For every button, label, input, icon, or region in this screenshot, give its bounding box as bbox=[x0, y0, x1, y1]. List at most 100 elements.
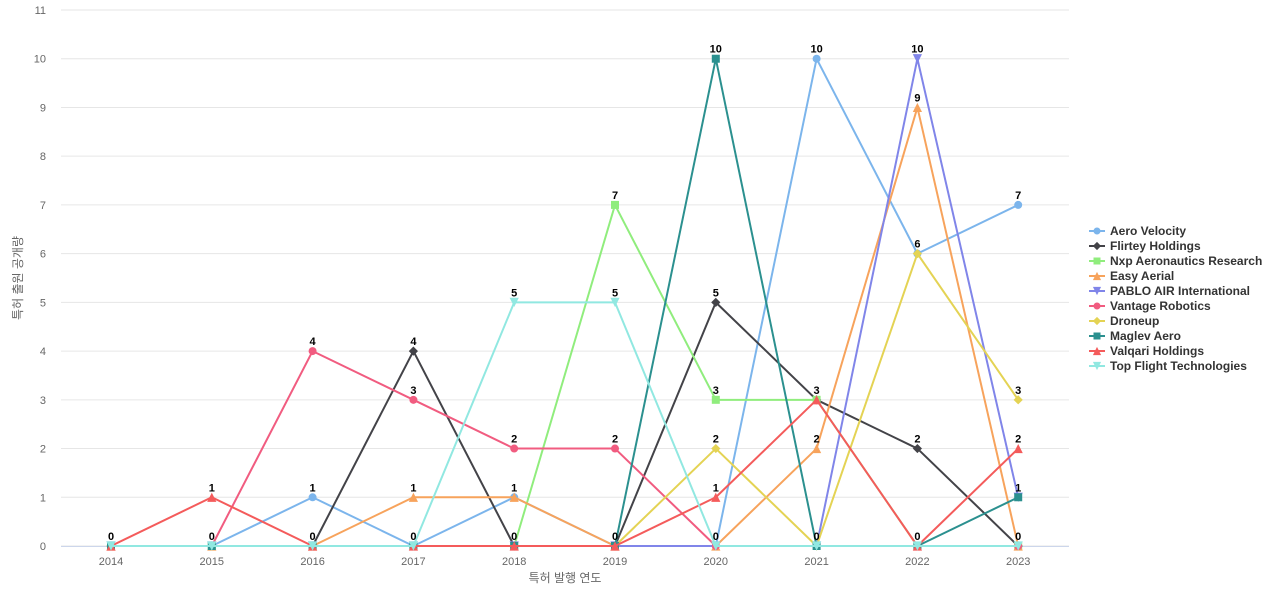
data-point bbox=[611, 444, 619, 453]
y-tick-label: 1 bbox=[40, 492, 46, 504]
series-line bbox=[110, 106, 1020, 547]
x-tick-label: 2021 bbox=[804, 556, 828, 568]
series-valqari-holdings bbox=[106, 395, 1023, 551]
legend-item-nxp-aeronautics-research[interactable]: Nxp Aeronautics Research bbox=[1089, 254, 1262, 268]
legend-label: Top Flight Technologies bbox=[1110, 359, 1247, 373]
legend-label: Valqari Holdings bbox=[1110, 344, 1204, 358]
data-point bbox=[912, 249, 922, 259]
legend-symbol bbox=[1092, 286, 1102, 296]
data-point bbox=[610, 541, 620, 551]
legend-symbol bbox=[1093, 332, 1101, 340]
legend-item-aero-velocity[interactable]: Aero Velocity bbox=[1089, 224, 1186, 238]
y-tick-label: 10 bbox=[34, 54, 46, 66]
data-label: 7 bbox=[612, 190, 618, 202]
data-point bbox=[912, 102, 922, 113]
y-tick-label: 6 bbox=[40, 249, 46, 261]
x-tick-label: 2014 bbox=[99, 556, 123, 568]
data-point bbox=[1013, 541, 1023, 551]
data-label: 3 bbox=[814, 385, 820, 397]
data-point bbox=[106, 541, 116, 551]
data-point bbox=[1013, 443, 1023, 454]
data-label: 10 bbox=[810, 44, 822, 56]
y-tick-label: 7 bbox=[40, 200, 46, 212]
x-axis-title: 특허 발행 연도 bbox=[529, 570, 602, 585]
x-tick-label: 2019 bbox=[603, 556, 627, 568]
legend-label: Nxp Aeronautics Research bbox=[1110, 254, 1262, 268]
legend-label: Aero Velocity bbox=[1110, 224, 1186, 238]
data-point bbox=[509, 492, 519, 502]
data-label: 1 bbox=[310, 482, 316, 494]
data-label: 1 bbox=[713, 482, 719, 494]
data-point bbox=[308, 347, 317, 356]
data-label: 3 bbox=[1015, 385, 1021, 397]
legend-symbol bbox=[1093, 227, 1101, 235]
data-point bbox=[408, 492, 418, 502]
data-label: 2 bbox=[612, 434, 618, 446]
legend-item-valqari-holdings[interactable]: Valqari Holdings bbox=[1089, 344, 1204, 358]
data-label: 0 bbox=[209, 531, 215, 543]
x-tick-label: 2015 bbox=[200, 556, 224, 568]
legend-symbol bbox=[1092, 271, 1102, 281]
data-label: 0 bbox=[108, 531, 114, 543]
data-point bbox=[308, 493, 317, 502]
legend-label: Flirtey Holdings bbox=[1110, 239, 1201, 253]
y-tick-label: 9 bbox=[40, 102, 46, 114]
data-point bbox=[408, 541, 418, 551]
data-label: 7 bbox=[1015, 190, 1021, 202]
y-tick-label: 0 bbox=[40, 541, 46, 553]
data-label: 5 bbox=[511, 287, 517, 299]
data-point bbox=[408, 346, 418, 356]
series-line bbox=[110, 398, 1020, 547]
data-point bbox=[812, 395, 822, 405]
data-label: 0 bbox=[914, 531, 920, 543]
x-tick-label: 2023 bbox=[1006, 556, 1030, 568]
data-point bbox=[711, 54, 720, 63]
legend-symbol bbox=[1092, 316, 1102, 326]
data-label: 2 bbox=[511, 434, 517, 446]
legend-item-flirtey-holdings[interactable]: Flirtey Holdings bbox=[1089, 239, 1201, 253]
data-label: 10 bbox=[911, 44, 923, 56]
data-label: 1 bbox=[1015, 482, 1021, 494]
data-label: 0 bbox=[1015, 531, 1021, 543]
y-tick-label: 4 bbox=[40, 346, 46, 358]
data-point bbox=[510, 444, 519, 453]
data-label: 5 bbox=[612, 287, 618, 299]
legend-item-easy-aerial[interactable]: Easy Aerial bbox=[1089, 269, 1174, 283]
data-label: 10 bbox=[710, 44, 722, 56]
data-point bbox=[711, 395, 720, 404]
legend-item-pablo-air-international[interactable]: PABLO AIR International bbox=[1089, 284, 1250, 298]
data-label: 4 bbox=[410, 336, 417, 348]
data-label: 1 bbox=[209, 482, 215, 494]
legend-item-top-flight-technologies[interactable]: Top Flight Technologies bbox=[1089, 359, 1247, 373]
grid-layer bbox=[61, 9, 1069, 547]
legend-symbol bbox=[1093, 257, 1101, 265]
data-point bbox=[812, 443, 822, 454]
data-label: 3 bbox=[410, 385, 416, 397]
legend-label: Vantage Robotics bbox=[1110, 299, 1211, 313]
series-layer bbox=[106, 54, 1023, 551]
y-tick-label: 3 bbox=[40, 395, 46, 407]
data-point bbox=[1013, 395, 1023, 405]
data-point bbox=[1014, 200, 1023, 209]
data-point bbox=[912, 541, 922, 551]
data-point bbox=[912, 54, 922, 64]
data-point bbox=[610, 297, 620, 307]
data-point bbox=[611, 200, 619, 209]
legend-item-maglev-aero[interactable]: Maglev Aero bbox=[1089, 329, 1181, 343]
data-label: 0 bbox=[814, 531, 820, 543]
legend-item-vantage-robotics[interactable]: Vantage Robotics bbox=[1089, 299, 1211, 313]
series-line bbox=[110, 301, 1020, 547]
legend-item-droneup[interactable]: Droneup bbox=[1089, 314, 1159, 328]
y-tick-label: 2 bbox=[40, 444, 46, 456]
x-tick-label: 2018 bbox=[502, 556, 526, 568]
data-label: 4 bbox=[310, 336, 317, 348]
series-top-flight-technologies bbox=[106, 297, 1023, 551]
data-point bbox=[812, 541, 822, 551]
data-label: 0 bbox=[410, 531, 416, 543]
data-point bbox=[509, 541, 519, 551]
legend-label: Maglev Aero bbox=[1110, 329, 1181, 343]
